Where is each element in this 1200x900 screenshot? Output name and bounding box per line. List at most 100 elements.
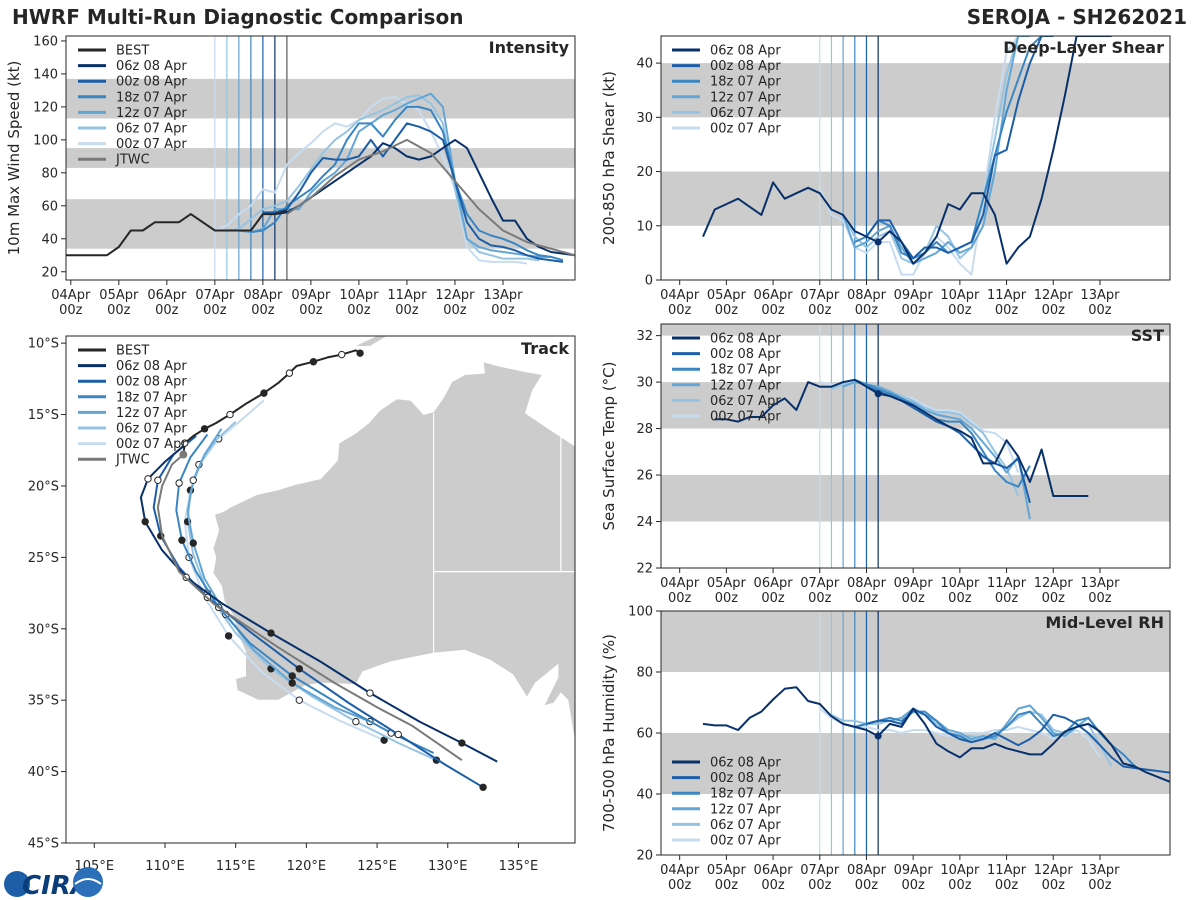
- track-position-marker: [145, 476, 151, 482]
- track-legend-label: JTWC: [115, 453, 150, 468]
- track-position-marker: [289, 673, 295, 679]
- rh-ytick-label: 20: [636, 849, 653, 864]
- track-position-marker: [268, 630, 274, 636]
- shear-xtick-label: 09Apr: [894, 288, 934, 303]
- track-position-marker: [176, 480, 182, 486]
- shear-init-marker: [875, 239, 882, 246]
- shear-xtick-label: 10Apr: [940, 288, 980, 303]
- track-xtick-label: 125°E: [357, 859, 397, 874]
- intensity-xtick-label: 00z: [251, 303, 275, 318]
- indonesia-island: [285, 320, 342, 336]
- track-legend-label: 18z 07 Apr: [116, 390, 187, 405]
- intensity-xtick-label: 00z: [443, 303, 467, 318]
- sst-xtick-label: 00z: [761, 591, 785, 606]
- track-best-marker: [357, 350, 363, 356]
- track-position-marker: [480, 784, 486, 790]
- track-ytick-label: 45°S: [28, 837, 59, 852]
- shear-legend-label: 06z 08 Apr: [710, 44, 781, 59]
- intensity-xtick-label: 04Apr: [51, 288, 91, 303]
- sst-ytick-label: 24: [636, 515, 653, 530]
- shear-xtick-label: 00z: [901, 303, 925, 318]
- sst-panel: 22242628303204Apr00z05Apr00z06Apr00z07Ap…: [600, 324, 1170, 606]
- intensity-xtick-label: 00z: [347, 303, 371, 318]
- sst-legend-label: 06z 08 Apr: [710, 332, 781, 347]
- sst-xtick-label: 09Apr: [894, 576, 934, 591]
- sst-xtick-label: 00z: [901, 591, 925, 606]
- shear-xtick-label: 06Apr: [754, 288, 794, 303]
- shear-xtick-label: 00z: [1042, 303, 1066, 318]
- intensity-ytick-label: 40: [41, 232, 58, 247]
- shear-xtick-label: 00z: [855, 303, 879, 318]
- intensity-xtick-label: 09Apr: [291, 288, 331, 303]
- shear-ylabel: 200-850 hPa Shear (kt): [600, 71, 618, 245]
- intensity-xtick-label: 00z: [203, 303, 227, 318]
- track-xtick-label: 110°E: [145, 859, 185, 874]
- shear-ytick-label: 40: [636, 57, 653, 72]
- shear-xtick-label: 12Apr: [1034, 288, 1074, 303]
- track-best-marker: [286, 370, 292, 376]
- sst-xtick-label: 00z: [995, 591, 1019, 606]
- rh-legend-label: 06z 08 Apr: [710, 756, 781, 771]
- intensity-legend-label: JTWC: [115, 153, 150, 168]
- sst-xtick-label: 00z: [715, 591, 739, 606]
- intensity-legend-label: 12z 07 Apr: [116, 106, 187, 121]
- shear-xtick-label: 00z: [948, 303, 972, 318]
- track-best-marker: [261, 390, 267, 396]
- track-position-marker: [395, 731, 401, 737]
- track-position-marker: [367, 690, 373, 696]
- track-ytick-label: 40°S: [28, 765, 59, 780]
- track-xtick-label: 120°E: [287, 859, 327, 874]
- track-position-marker: [289, 680, 295, 686]
- track-legend-label: 00z 07 Apr: [116, 437, 187, 452]
- rh-legend-label: 12z 07 Apr: [710, 802, 781, 817]
- sst-xtick-label: 00z: [1088, 591, 1112, 606]
- track-xtick-label: 130°E: [428, 859, 468, 874]
- intensity-legend-label: 06z 07 Apr: [116, 122, 187, 137]
- sst-xtick-label: 08Apr: [847, 576, 887, 591]
- track-xtick-label: 115°E: [216, 859, 256, 874]
- rh-ytick-label: 40: [636, 788, 653, 803]
- intensity-xtick-label: 12Apr: [435, 288, 475, 303]
- intensity-legend-label: 00z 08 Apr: [116, 75, 187, 90]
- track-best-marker: [310, 359, 316, 365]
- sst-xtick-label: 00z: [808, 591, 832, 606]
- shear-legend-label: 06z 07 Apr: [710, 106, 781, 121]
- sst-legend-label: 00z 08 Apr: [710, 347, 781, 362]
- rh-xtick-label: 13Apr: [1080, 863, 1120, 878]
- shear-ytick-label: 10: [636, 219, 653, 234]
- shear-xtick-label: 13Apr: [1080, 288, 1120, 303]
- shear-xtick-label: 07Apr: [800, 288, 840, 303]
- rh-xtick-label: 00z: [901, 878, 925, 893]
- rh-xtick-label: 00z: [761, 878, 785, 893]
- sst-xtick-label: 04Apr: [660, 576, 700, 591]
- intensity-xtick-label: 13Apr: [483, 288, 523, 303]
- rh-xtick-label: 00z: [855, 878, 879, 893]
- rh-ytick-label: 100: [628, 605, 653, 620]
- intensity-ytick-label: 60: [41, 199, 58, 214]
- rh-legend-label: 00z 07 Apr: [710, 834, 781, 849]
- track-legend-label: BEST: [116, 344, 149, 359]
- track-position-marker: [296, 666, 302, 672]
- intensity-xtick-label: 00z: [491, 303, 515, 318]
- sst-ytick-label: 30: [636, 376, 653, 391]
- track-legend-label: 00z 08 Apr: [116, 375, 187, 390]
- rh-xtick-label: 00z: [668, 878, 692, 893]
- track-xtick-label: 135°E: [499, 859, 539, 874]
- sst-legend-label: 06z 07 Apr: [710, 394, 781, 409]
- intensity-ytick-label: 80: [41, 166, 58, 181]
- intensity-xtick-label: 00z: [395, 303, 419, 318]
- rh-xtick-label: 12Apr: [1034, 863, 1074, 878]
- intensity-ytick-label: 140: [33, 67, 58, 82]
- shear-legend-label: 00z 07 Apr: [710, 122, 781, 137]
- rh-panel-title: Mid-Level RH: [1045, 613, 1164, 632]
- shear-xtick-label: 08Apr: [847, 288, 887, 303]
- sst-band: [661, 475, 1170, 521]
- track-legend-label: 06z 08 Apr: [116, 359, 187, 374]
- track-position-marker: [190, 540, 196, 546]
- sst-xtick-label: 06Apr: [754, 576, 794, 591]
- rh-xtick-label: 00z: [995, 878, 1019, 893]
- intensity-ytick-label: 160: [33, 34, 58, 49]
- shear-legend-label: 18z 07 Apr: [710, 75, 781, 90]
- intensity-panel-title: Intensity: [489, 38, 570, 57]
- shear-panel-title: Deep-Layer Shear: [1003, 38, 1164, 57]
